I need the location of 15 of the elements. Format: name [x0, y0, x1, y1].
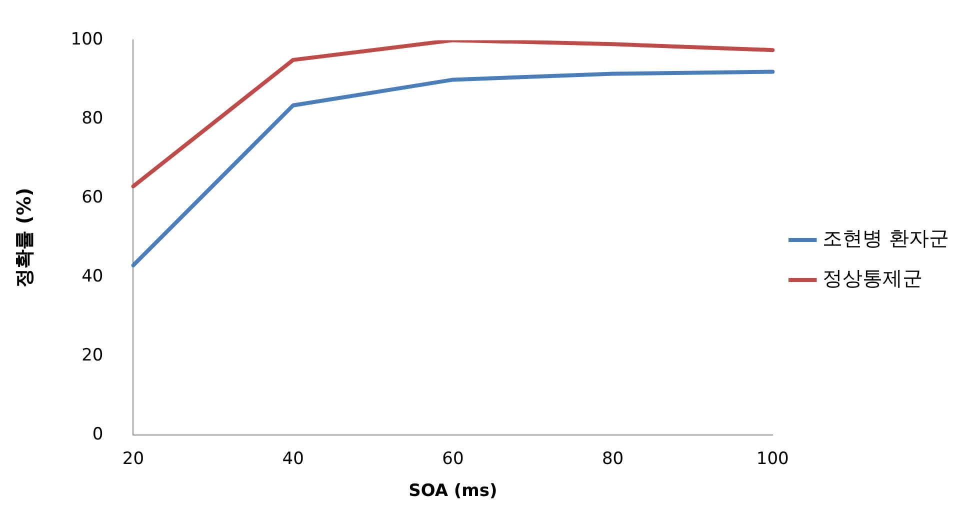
legend-label: 조현병 환자군 — [822, 226, 949, 250]
x-tick-label: 60 — [442, 448, 464, 469]
x-tick-label: 80 — [602, 448, 624, 469]
x-tick-label: 20 — [122, 448, 144, 469]
y-tick-label: 80 — [82, 108, 104, 129]
x-tick-label: 100 — [756, 448, 789, 469]
x-tick-label: 40 — [282, 448, 304, 469]
y-tick-label: 0 — [92, 424, 104, 445]
x-axis-title: SOA (ms) — [408, 481, 498, 502]
y-tick-label: 40 — [82, 266, 104, 287]
y-tick-label: 20 — [82, 346, 104, 366]
y-tick-label: 60 — [82, 188, 104, 208]
legend-label: 정상통제군 — [822, 266, 923, 290]
y-axis-title: 정확률 (%) — [13, 188, 36, 288]
y-tick-label: 100 — [70, 30, 104, 50]
